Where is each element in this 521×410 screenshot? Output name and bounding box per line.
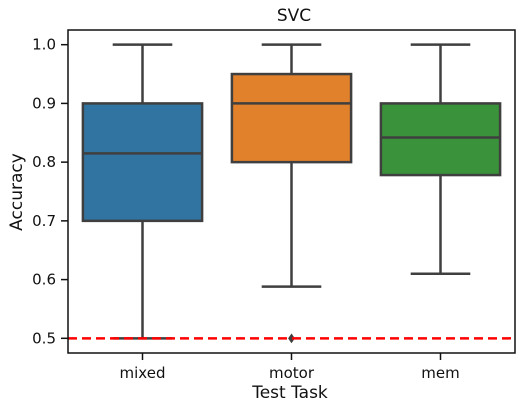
y-tick-label-1.0: 1.0: [32, 36, 56, 54]
y-tick-label-0.7: 0.7: [32, 212, 56, 230]
chart-title: SVC: [277, 6, 311, 26]
outlier-motor-0: [288, 333, 295, 344]
y-tick-label-0.5: 0.5: [32, 329, 56, 347]
x-tick-label-mem: mem: [421, 364, 459, 382]
y-tick-label-0.9: 0.9: [32, 94, 56, 112]
box-mem: [379, 102, 502, 177]
x-axis-label: Test Task: [251, 383, 328, 403]
box-mixed: [81, 102, 204, 223]
x-tick-label-motor: motor: [269, 364, 315, 382]
x-tick-label-mixed: mixed: [120, 364, 166, 382]
y-tick-label-0.8: 0.8: [32, 153, 56, 171]
plot-area: 0.5 0.6 0.7 0.8 0.9 1.0 mixed motor mem: [32, 29, 516, 382]
y-tick-label-0.6: 0.6: [32, 271, 56, 289]
y-axis-label: Accuracy: [7, 153, 27, 231]
box-motor: [230, 72, 353, 164]
